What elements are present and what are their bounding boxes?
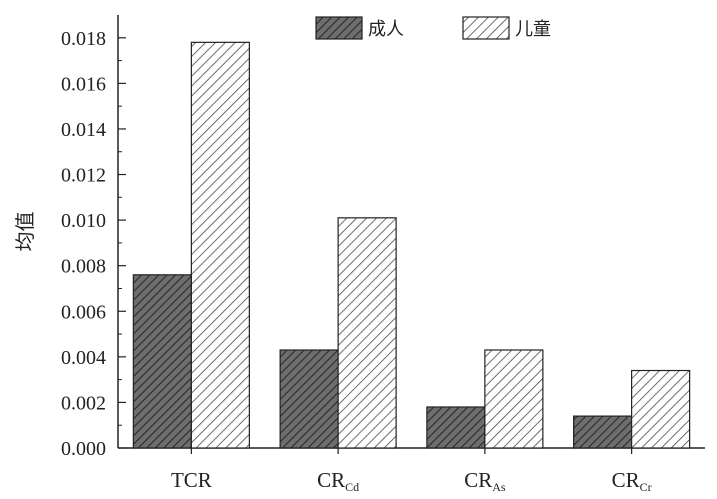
y-tick-label: 0.014 [61,119,106,141]
y-tick-label: 0.008 [61,256,106,278]
y-axis-label: 均值 [13,212,37,252]
y-ticks: 0.000 0.002 0.004 0.006 0.008 0.010 0.012 0.014… [61,28,126,460]
legend-label: 成人 [368,19,404,40]
bar-child-1 [337,217,397,449]
legend-swatch [315,16,363,40]
x-categories: TCR CRCd CRAs CRCr [171,448,652,494]
bar-child-2 [484,349,544,449]
bar-adult-1 [279,349,339,449]
y-tick-label: 0.006 [61,301,106,323]
y-tick-label: 0.004 [61,347,106,369]
bars [132,41,691,449]
y-tick-label: 0.002 [61,392,106,414]
bar-adult-3 [573,415,633,449]
legend: 成人 儿童 [315,16,551,40]
bar-adult-0 [132,274,192,449]
x-tick-label: TCR [171,468,212,492]
y-tick-label: 0.016 [61,73,106,95]
y-tick-label: 0.018 [61,28,106,50]
legend-swatch [462,16,510,40]
y-tick-label: 0.012 [61,165,106,187]
x-tick-label: CRCr [612,468,652,494]
legend-label: 儿童 [515,19,551,40]
bar-child-3 [631,369,691,449]
y-tick-label: 0.010 [61,210,106,232]
bar-adult-2 [426,406,486,449]
y-tick-label: 0.000 [61,438,106,460]
bar-child-0 [190,41,250,449]
x-tick-label: CRAs [464,468,506,494]
x-tick-label: CRCd [317,468,359,494]
